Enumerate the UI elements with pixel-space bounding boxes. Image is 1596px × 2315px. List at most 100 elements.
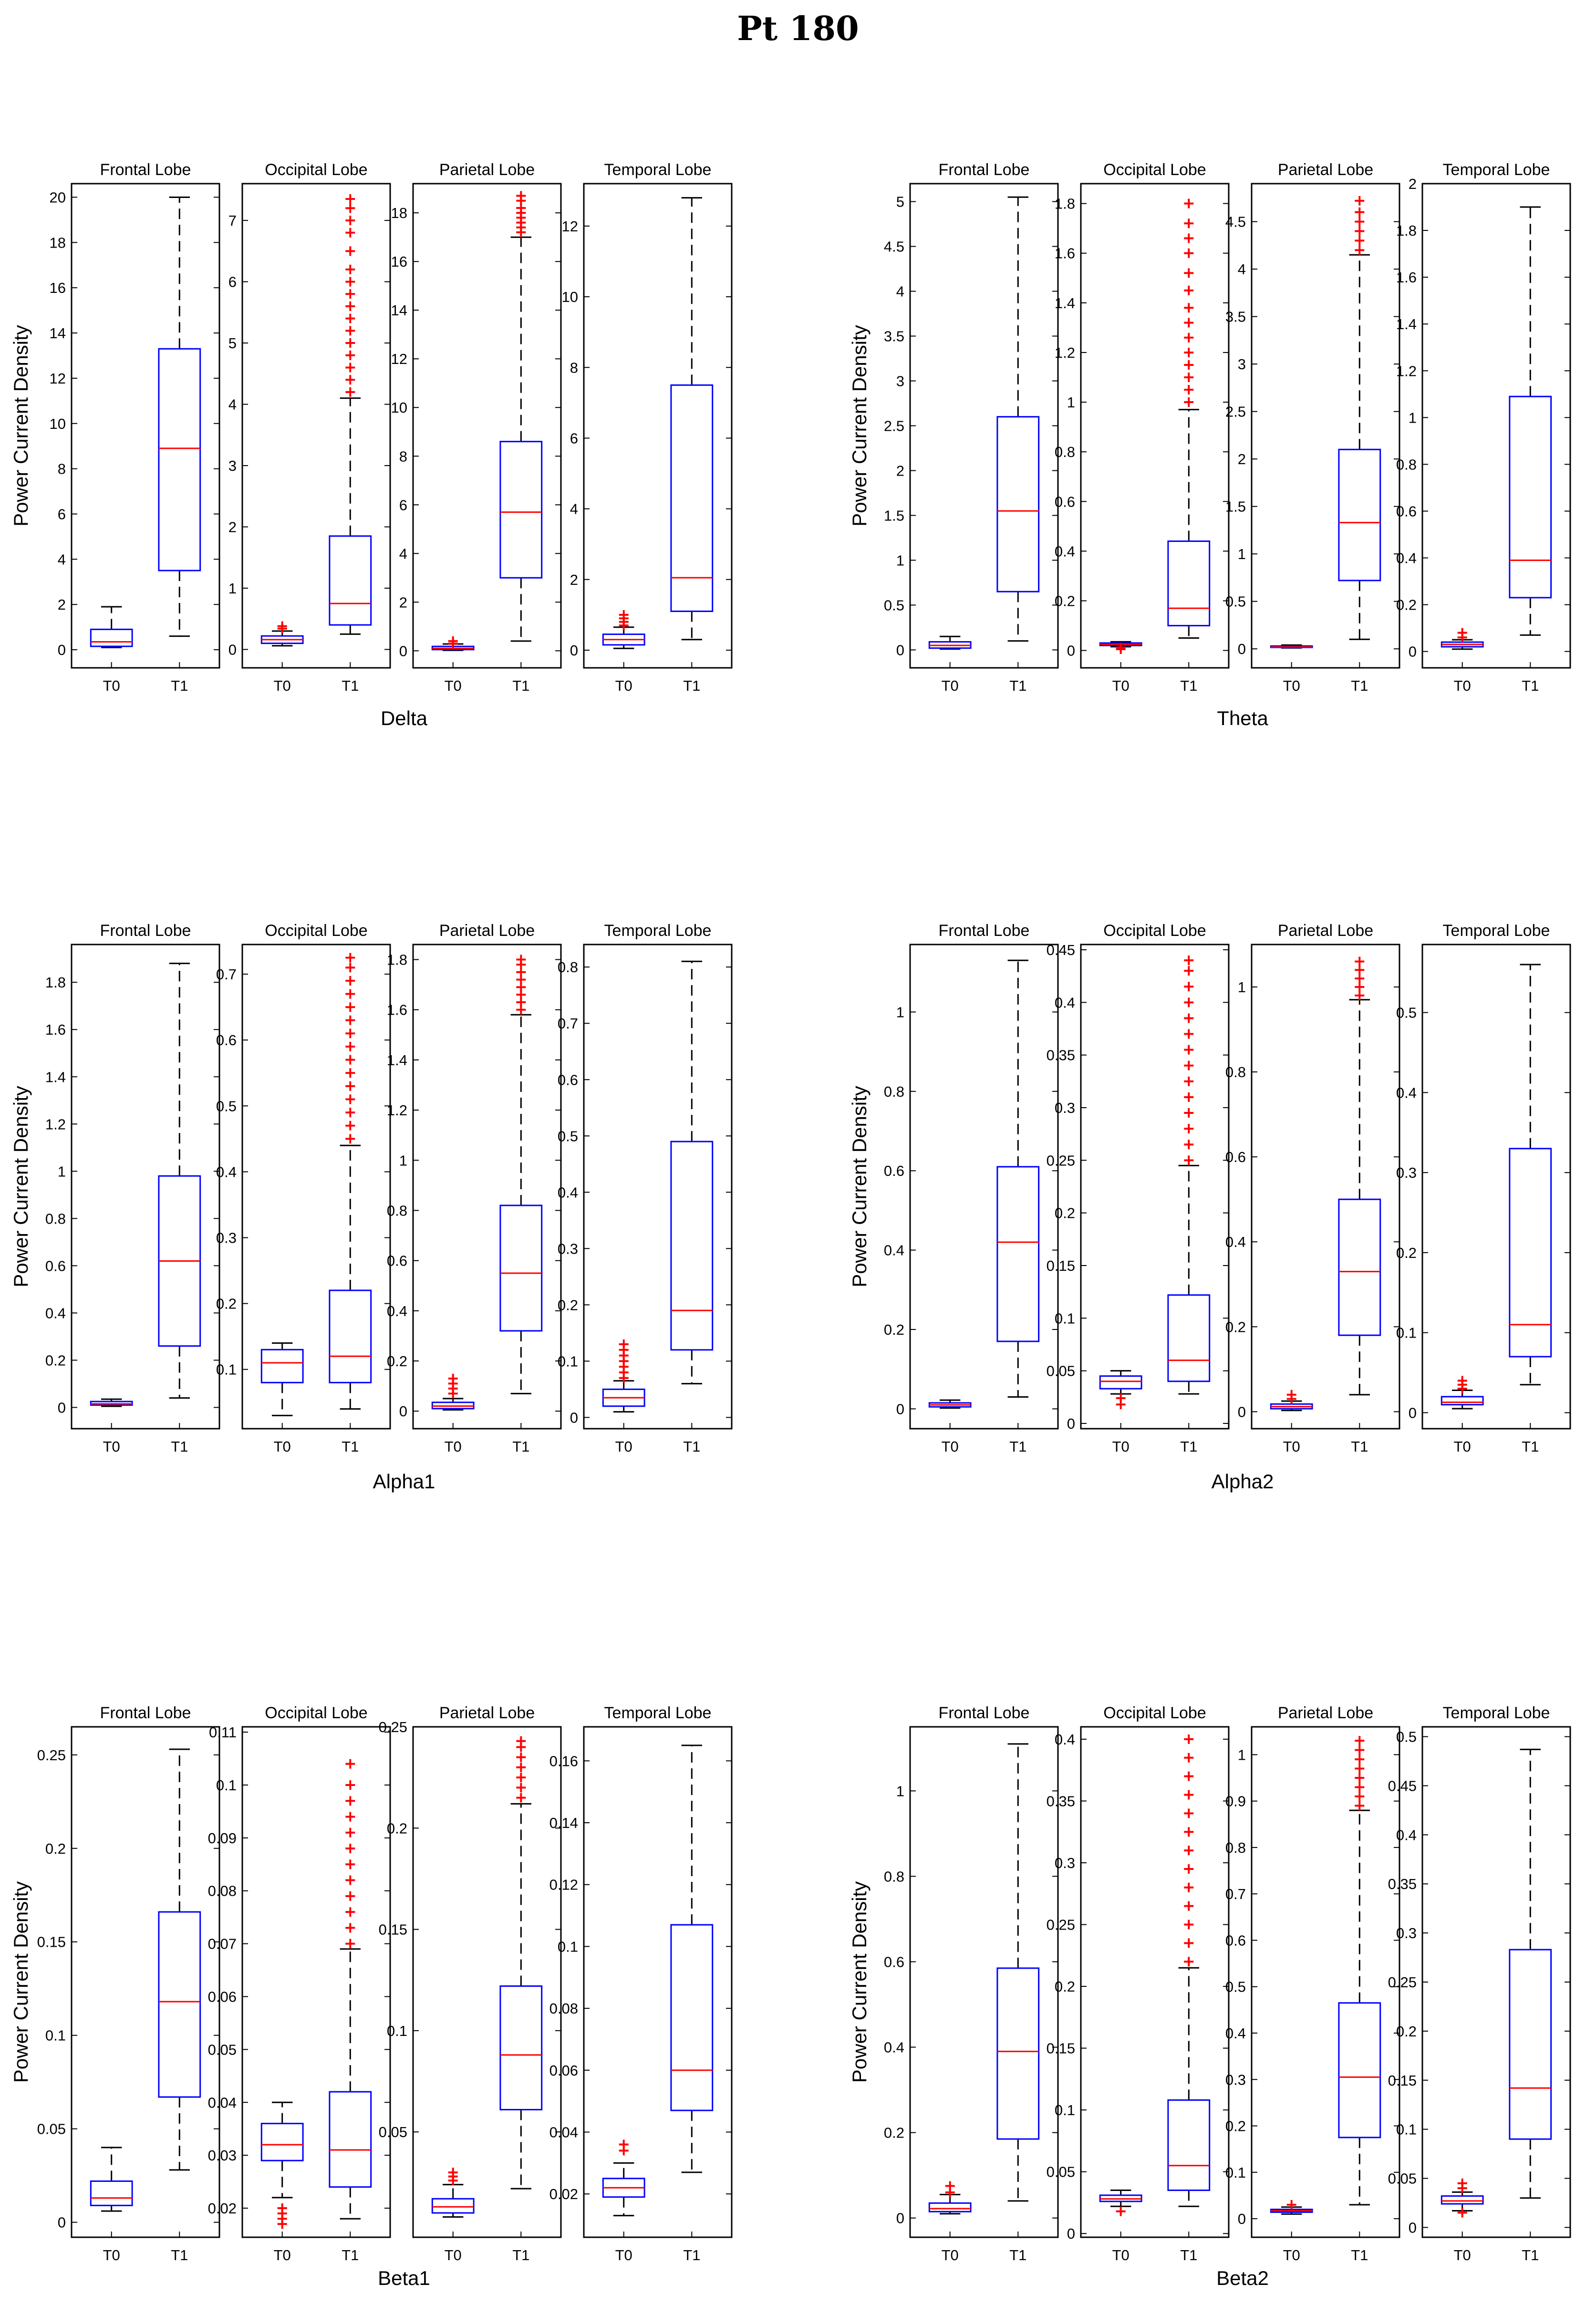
y-tick-label: 0.4 bbox=[216, 1163, 237, 1180]
y-tick-label: 1 bbox=[896, 552, 904, 569]
outlier-marker bbox=[1184, 268, 1194, 278]
box-t0 bbox=[260, 2101, 304, 2229]
y-tick-label: 4 bbox=[570, 501, 578, 518]
outlier-marker bbox=[1184, 1938, 1194, 1948]
x-tick-label: T0 bbox=[615, 2247, 632, 2263]
outlier-marker bbox=[345, 1108, 355, 1118]
band-label: Alpha2 bbox=[1212, 1470, 1274, 1493]
outlier-marker bbox=[1184, 966, 1194, 976]
box-t1 bbox=[1167, 198, 1211, 639]
x-tick-label: T1 bbox=[683, 1438, 700, 1455]
y-tick-label: 0.15 bbox=[1047, 1257, 1075, 1274]
panel-frontal-lobe: Frontal Lobe 0 2 4 6 8 10 12 14 16 18 20 T0 T1 bbox=[50, 161, 220, 694]
box-t1 bbox=[1509, 964, 1552, 1386]
y-tick-label: 0.4 bbox=[1396, 1827, 1417, 1843]
outlier-marker bbox=[345, 1796, 355, 1806]
box-t1 bbox=[670, 1744, 714, 2173]
y-tick-label: 0.4 bbox=[45, 1305, 66, 1321]
box-t1 bbox=[1338, 956, 1381, 1396]
panel-title: Frontal Lobe bbox=[939, 1704, 1030, 1722]
y-tick-label: 6 bbox=[399, 497, 407, 513]
outlier-marker bbox=[1184, 198, 1194, 208]
y-tick-label: 10 bbox=[50, 415, 66, 432]
x-tick-label: T1 bbox=[1351, 1438, 1368, 1455]
axes-frame bbox=[241, 183, 391, 669]
box-t1 bbox=[1509, 206, 1552, 636]
panel-parietal-lobe: Parietal Lobe 0 0.5 1 1.5 2 2.5 3 3.5 4 4.5 T0 T1 bbox=[1225, 161, 1400, 694]
box-iqr bbox=[1509, 1949, 1552, 2140]
y-tick-label: 1.4 bbox=[1396, 316, 1417, 332]
x-tick-label: T0 bbox=[103, 677, 120, 694]
chart-alpha2: Alpha2 Power Current Density Frontal Lobe 0… bbox=[848, 922, 1571, 1493]
y-tick-label: 0.45 bbox=[1047, 942, 1075, 958]
outlier-marker bbox=[345, 246, 355, 256]
axes-frame bbox=[71, 1726, 220, 2238]
outlier-marker bbox=[1184, 1013, 1194, 1023]
panel-title: Temporal Lobe bbox=[1443, 161, 1550, 179]
axes-frame bbox=[412, 1726, 562, 2238]
y-tick-label: 0.3 bbox=[558, 1240, 578, 1257]
y-tick-label: 0.4 bbox=[1396, 550, 1417, 567]
outlier-marker bbox=[516, 1752, 526, 1762]
y-tick-label: 1 bbox=[228, 580, 237, 597]
y-tick-label: 16 bbox=[50, 280, 66, 296]
outlier-marker bbox=[277, 2203, 287, 2213]
y-tick-label: 0.15 bbox=[1388, 2072, 1417, 2089]
y-tick-label: 0.2 bbox=[216, 1296, 237, 1312]
outlier-marker bbox=[1184, 997, 1194, 1007]
y-tick-label: 12 bbox=[50, 370, 66, 387]
outlier-marker bbox=[1184, 1753, 1194, 1763]
y-tick-label: 0.5 bbox=[1396, 1005, 1417, 1021]
x-tick-label: T0 bbox=[1454, 677, 1471, 694]
x-tick-label: T1 bbox=[342, 2247, 359, 2263]
y-tick-label: 1.2 bbox=[387, 1102, 407, 1119]
outlier-marker bbox=[1355, 974, 1365, 984]
outlier-marker bbox=[1116, 643, 1126, 653]
x-tick-label: T1 bbox=[342, 677, 359, 694]
y-tick-label: 0.2 bbox=[1055, 1205, 1075, 1222]
y-tick-label: 18 bbox=[391, 205, 407, 221]
box-t1 bbox=[158, 1748, 201, 2171]
y-tick-label: 0.7 bbox=[1225, 1886, 1246, 1902]
outlier-marker bbox=[1355, 965, 1365, 975]
y-tick-label: 0.05 bbox=[1047, 1363, 1075, 1380]
y-tick-label: 0 bbox=[896, 2210, 904, 2227]
y-tick-label: 0.8 bbox=[45, 1210, 66, 1227]
box-t1 bbox=[1509, 1748, 1552, 2199]
y-tick-label: 1.5 bbox=[884, 507, 904, 524]
panel-title: Temporal Lobe bbox=[1443, 1704, 1550, 1722]
box-t0 bbox=[602, 610, 645, 649]
x-tick-label: T1 bbox=[1009, 677, 1026, 694]
outlier-marker bbox=[1355, 1754, 1365, 1765]
y-tick-label: 0.1 bbox=[558, 1353, 578, 1370]
panel-title: Frontal Lobe bbox=[100, 161, 191, 179]
outlier-marker bbox=[345, 350, 355, 360]
y-tick-label: 0.25 bbox=[1388, 1974, 1417, 1991]
y-tick-label: 0.1 bbox=[1055, 2102, 1075, 2118]
y-tick-label: 4.5 bbox=[884, 239, 904, 255]
y-tick-label: 0.15 bbox=[1047, 2040, 1075, 2057]
y-tick-label: 0.4 bbox=[1225, 2025, 1246, 2042]
box-iqr bbox=[1338, 2002, 1381, 2139]
y-tick-label: 2 bbox=[896, 462, 904, 479]
y-tick-label: 0 bbox=[1238, 2211, 1246, 2227]
y-tick-label: 0.4 bbox=[1396, 1084, 1417, 1101]
box-t1 bbox=[499, 191, 543, 642]
outlier-marker bbox=[1184, 1155, 1194, 1165]
outlier-marker bbox=[345, 363, 355, 373]
y-tick-label: 0.06 bbox=[549, 2062, 578, 2079]
panel-temporal-lobe: Temporal Lobe 0.02 0.04 0.06 0.08 0.1 0.12 0.14… bbox=[549, 1704, 733, 2263]
outlier-marker bbox=[1184, 1827, 1194, 1837]
box-iqr bbox=[90, 2180, 133, 2206]
panel-occipital-lobe: Occipital Lobe 0 0.2 0.4 0.6 0.8 1 1.2 1.4 1.6 1.8… bbox=[1055, 161, 1230, 694]
outlier-marker bbox=[345, 1827, 355, 1837]
x-tick-label: T1 bbox=[1009, 2247, 1026, 2263]
outlier-marker bbox=[1184, 233, 1194, 243]
x-tick-label: T0 bbox=[445, 677, 462, 694]
x-tick-label: T1 bbox=[1522, 2247, 1539, 2263]
y-tick-label: 0.6 bbox=[1225, 1932, 1246, 1949]
box-t1 bbox=[499, 955, 543, 1394]
box-iqr bbox=[260, 2123, 304, 2161]
outlier-marker bbox=[345, 301, 355, 311]
y-tick-label: 2 bbox=[58, 596, 66, 613]
